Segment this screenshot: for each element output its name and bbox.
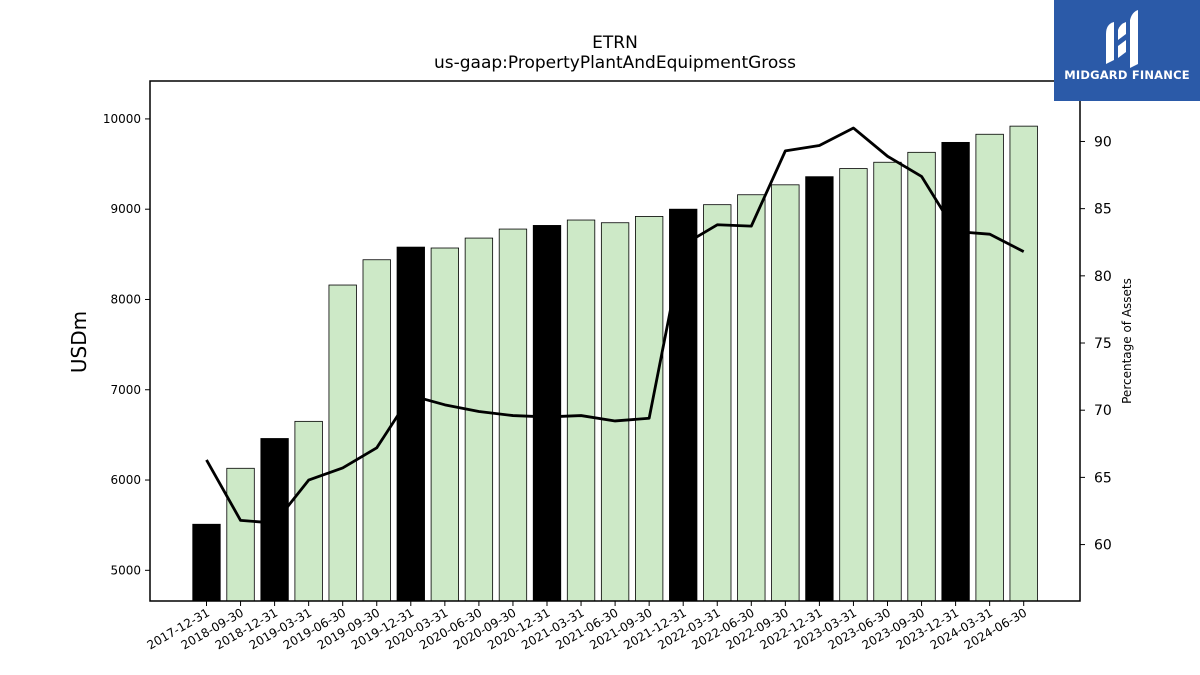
bar-2022-03-31 xyxy=(703,204,732,602)
bar-2021-12-31 xyxy=(669,208,698,602)
bar-2024-06-30 xyxy=(1009,125,1038,602)
y2-tick-label: 80 xyxy=(1094,269,1112,285)
y2-tick-label: 90 xyxy=(1094,134,1112,150)
bar-2017-12-31 xyxy=(192,523,221,602)
chart-subtitle: us-gaap:PropertyPlantAndEquipmentGross xyxy=(434,53,796,73)
y-tick-label: 6000 xyxy=(110,473,141,487)
midgard-logo-icon xyxy=(1106,10,1138,68)
bar-2019-12-31 xyxy=(396,246,425,602)
chart-title: ETRN xyxy=(592,33,638,53)
bar-2019-06-30 xyxy=(328,284,357,602)
y2-tick-label: 65 xyxy=(1094,470,1112,486)
bar-2024-03-31 xyxy=(975,133,1004,602)
bar-2018-09-30 xyxy=(226,467,255,602)
plot-frame xyxy=(149,80,1081,602)
bar-2021-03-31 xyxy=(566,219,596,602)
y-axis: 5000 6000 7000 8000 9000 10000 xyxy=(103,112,150,577)
x-axis: 2017-12-312018-09-302018-12-312019-03-31… xyxy=(145,601,1029,652)
y-tick-label: 7000 xyxy=(110,383,141,397)
bar-2023-06-30 xyxy=(873,161,902,602)
bar-2019-03-31 xyxy=(294,420,323,602)
bar-2022-09-30 xyxy=(771,184,800,602)
y-tick-label: 5000 xyxy=(110,563,141,577)
bar-2021-09-30 xyxy=(635,216,664,602)
bar-2019-09-30 xyxy=(362,259,391,602)
y-tick-label: 9000 xyxy=(110,202,141,216)
y2-axis-label: Percentage of Assets xyxy=(1120,278,1134,404)
y2-axis: 60 65 70 75 80 85 90 xyxy=(1080,134,1112,554)
y2-tick-label: 75 xyxy=(1094,336,1112,352)
line-group xyxy=(205,126,1025,525)
y2-tick-label: 85 xyxy=(1094,202,1112,218)
bar-2022-12-31 xyxy=(805,176,834,602)
y2-tick-label: 60 xyxy=(1094,538,1112,554)
percentage-line xyxy=(205,126,1025,525)
logo-text: MIDGARD FINANCE xyxy=(1064,68,1190,82)
y2-tick-label: 70 xyxy=(1094,403,1112,419)
bar-2018-12-31 xyxy=(260,438,289,602)
y-axis-label: USDm xyxy=(67,311,91,373)
bar-2020-12-31 xyxy=(532,225,562,602)
y-tick-label: 8000 xyxy=(110,292,141,306)
y-tick-label: 10000 xyxy=(103,112,141,126)
bar-2023-09-30 xyxy=(907,151,936,602)
bar-2023-12-31 xyxy=(941,141,970,602)
bars-group xyxy=(192,125,1038,602)
bar-2023-03-31 xyxy=(839,168,868,602)
bar-2020-03-31 xyxy=(430,247,460,602)
bar-2020-06-30 xyxy=(464,237,494,602)
bar-2022-06-30 xyxy=(737,194,766,602)
brand-logo: MIDGARD FINANCE xyxy=(1054,0,1200,101)
bar-2021-06-30 xyxy=(600,222,630,602)
